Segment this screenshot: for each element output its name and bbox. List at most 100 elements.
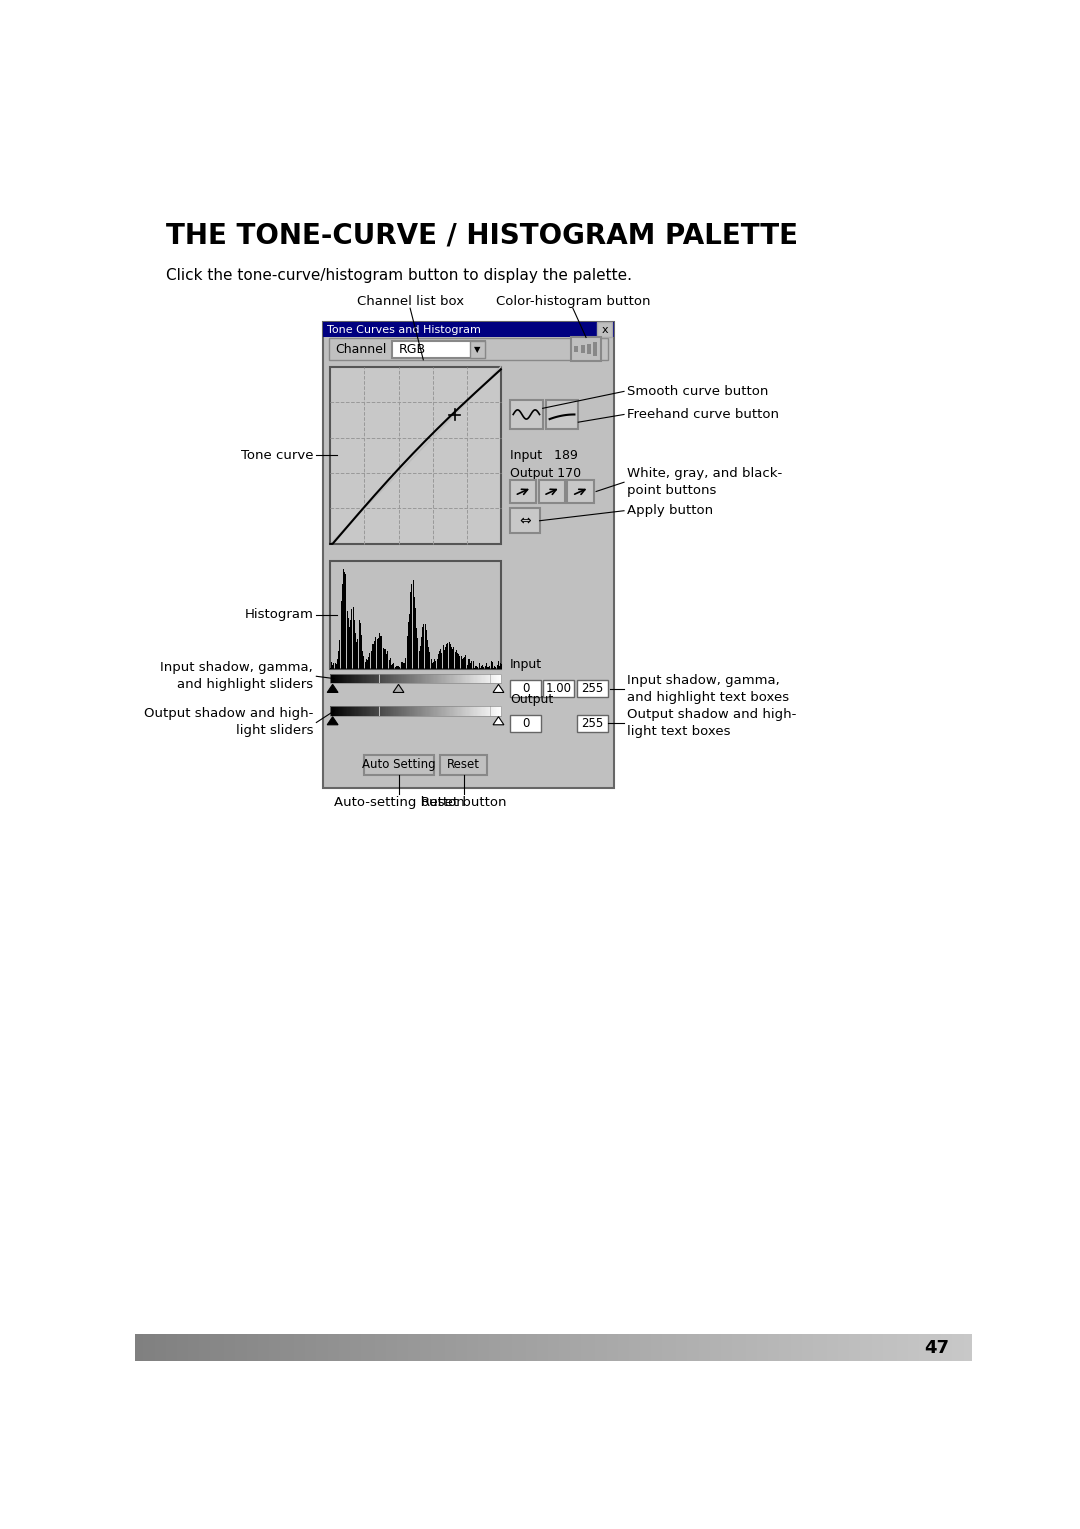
- Bar: [905, 1333, 908, 1361]
- Bar: [333, 706, 334, 716]
- Bar: [478, 706, 480, 716]
- Bar: [390, 674, 391, 683]
- Bar: [498, 706, 499, 716]
- Bar: [465, 706, 467, 716]
- Bar: [690, 1333, 693, 1361]
- Bar: [794, 1333, 796, 1361]
- Bar: [483, 674, 484, 683]
- Bar: [467, 706, 468, 716]
- Bar: [858, 1333, 861, 1361]
- Bar: [480, 706, 481, 716]
- Bar: [748, 1333, 752, 1361]
- Bar: [364, 674, 365, 683]
- Bar: [292, 1333, 294, 1361]
- Bar: [418, 706, 419, 716]
- Bar: [227, 1333, 230, 1361]
- Bar: [738, 1333, 741, 1361]
- Text: ⇔: ⇔: [519, 514, 530, 528]
- Bar: [264, 1333, 266, 1361]
- Bar: [500, 674, 501, 683]
- Bar: [796, 1333, 799, 1361]
- Bar: [453, 674, 454, 683]
- Bar: [590, 1333, 593, 1361]
- Bar: [501, 674, 502, 683]
- Bar: [429, 706, 430, 716]
- Bar: [473, 1333, 475, 1361]
- Bar: [431, 1333, 433, 1361]
- Bar: [357, 674, 359, 683]
- Bar: [135, 1333, 138, 1361]
- Bar: [872, 1333, 875, 1361]
- Bar: [395, 706, 396, 716]
- Bar: [947, 1333, 949, 1361]
- Bar: [559, 1333, 562, 1361]
- Bar: [426, 674, 427, 683]
- Bar: [373, 706, 374, 716]
- Bar: [459, 1333, 461, 1361]
- Bar: [404, 674, 405, 683]
- Text: Output shadow and high-
light sliders: Output shadow and high- light sliders: [144, 708, 313, 737]
- Bar: [490, 706, 491, 716]
- Bar: [369, 706, 370, 716]
- Bar: [347, 1333, 350, 1361]
- Bar: [486, 674, 487, 683]
- Bar: [510, 480, 537, 503]
- Bar: [437, 706, 438, 716]
- Bar: [283, 1333, 285, 1361]
- Bar: [350, 674, 351, 683]
- Text: Channel: Channel: [335, 342, 387, 356]
- Bar: [211, 1333, 213, 1361]
- Bar: [349, 706, 350, 716]
- Bar: [339, 674, 340, 683]
- Bar: [379, 674, 380, 683]
- Bar: [336, 1333, 339, 1361]
- Bar: [484, 1333, 486, 1361]
- Bar: [359, 1333, 361, 1361]
- Bar: [336, 706, 337, 716]
- Text: Smooth curve button: Smooth curve button: [627, 385, 769, 398]
- Bar: [328, 338, 608, 359]
- Bar: [607, 1333, 609, 1361]
- Bar: [336, 674, 337, 683]
- Bar: [357, 706, 359, 716]
- Bar: [400, 674, 402, 683]
- Bar: [432, 674, 433, 683]
- Bar: [459, 674, 460, 683]
- Bar: [849, 1333, 852, 1361]
- Bar: [459, 706, 460, 716]
- Bar: [360, 674, 361, 683]
- Bar: [963, 1333, 967, 1361]
- Polygon shape: [494, 685, 504, 693]
- Bar: [492, 674, 494, 683]
- Bar: [491, 706, 492, 716]
- Polygon shape: [494, 717, 504, 725]
- Bar: [427, 706, 428, 716]
- Bar: [699, 1333, 701, 1361]
- Bar: [330, 674, 501, 683]
- Bar: [403, 674, 404, 683]
- Bar: [824, 1333, 827, 1361]
- Bar: [487, 674, 488, 683]
- Bar: [435, 706, 436, 716]
- Bar: [364, 1333, 366, 1361]
- Bar: [461, 674, 462, 683]
- Bar: [367, 706, 368, 716]
- Bar: [813, 1333, 815, 1361]
- Bar: [335, 674, 336, 683]
- Bar: [464, 706, 465, 716]
- Bar: [969, 1333, 972, 1361]
- Bar: [409, 706, 410, 716]
- Bar: [460, 706, 461, 716]
- Bar: [354, 706, 355, 716]
- Bar: [384, 674, 386, 683]
- Bar: [325, 1333, 327, 1361]
- Bar: [710, 1333, 713, 1361]
- Bar: [207, 1333, 211, 1361]
- Bar: [657, 1333, 660, 1361]
- Bar: [498, 674, 499, 683]
- Bar: [253, 1333, 255, 1361]
- Bar: [441, 706, 442, 716]
- Bar: [500, 1333, 503, 1361]
- Bar: [406, 674, 407, 683]
- Bar: [355, 674, 356, 683]
